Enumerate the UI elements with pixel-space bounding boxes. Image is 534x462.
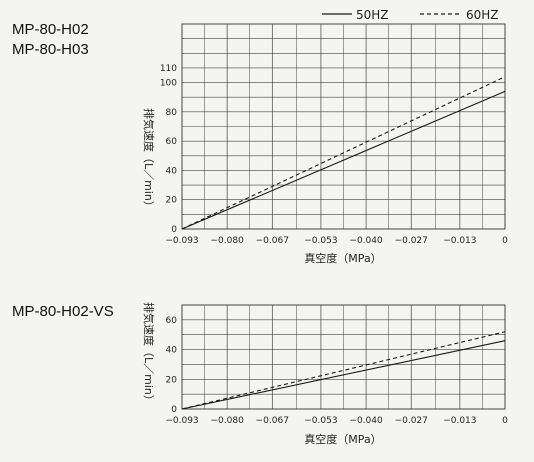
x-tick-label: −0.053 (304, 416, 337, 426)
x-tick-label: −0.080 (210, 416, 244, 426)
y-tick-label: 60 (166, 137, 178, 147)
y-tick-label: 80 (166, 108, 178, 118)
y-tick-label: 100 (160, 79, 177, 89)
chart-2-y-axis-label: 排気速度（L／min） (142, 302, 156, 406)
x-tick-label: −0.013 (443, 416, 476, 426)
chart-1: MP-80-H02 MP-80-H03 0 20 40 60 80 100 110 −0.0… (12, 21, 508, 265)
legend: 50HZ 60HZ (322, 8, 499, 22)
x-tick-label: −0.093 (165, 236, 198, 246)
y-tick-label: 20 (166, 196, 178, 206)
chart-2-y-ticks: 0 20 40 60 (166, 316, 178, 415)
x-tick-label: −0.027 (395, 416, 428, 426)
series-line-60hz (181, 76, 506, 230)
chart-1-grid (181, 23, 506, 230)
x-tick-label: 0 (502, 416, 508, 426)
y-tick-label: 60 (166, 316, 178, 326)
x-tick-label: −0.067 (256, 236, 289, 246)
y-tick-label: 0 (171, 225, 177, 235)
x-tick-label: −0.053 (304, 236, 337, 246)
series-line-50hz (181, 340, 506, 410)
y-tick-label: 0 (171, 405, 177, 415)
series-line-60hz (181, 331, 506, 410)
y-tick-label: 20 (166, 375, 178, 385)
chart-2-series (181, 331, 506, 410)
chart-2-model: MP-80-H02-VS (12, 303, 114, 320)
chart-1-y-ticks: 0 20 40 60 80 100 110 (160, 64, 177, 235)
chart-1-model-2: MP-80-H03 (12, 41, 89, 58)
y-tick-label: 40 (166, 346, 178, 356)
x-tick-label: 0 (502, 236, 508, 246)
x-tick-label: −0.013 (443, 236, 476, 246)
x-tick-label: −0.080 (210, 236, 244, 246)
chart-1-series (181, 76, 506, 230)
x-tick-label: −0.040 (349, 236, 383, 246)
legend-label-50hz: 50HZ (356, 8, 389, 22)
x-tick-label: −0.040 (349, 416, 383, 426)
x-tick-label: −0.067 (256, 416, 289, 426)
y-tick-label: 110 (160, 64, 177, 74)
chart-1-x-axis-label: 真空度（MPa） (304, 251, 381, 265)
chart-2-grid (181, 304, 506, 410)
legend-label-60hz: 60HZ (466, 8, 499, 22)
chart-2-x-ticks: −0.093 −0.080 −0.067 −0.053 −0.040 −0.027 −0.0… (165, 416, 508, 426)
y-tick-label: 40 (166, 166, 178, 176)
chart-2-x-axis-label: 真空度（MPa） (304, 432, 381, 446)
chart-1-model-1: MP-80-H02 (12, 21, 89, 38)
series-line-50hz (181, 90, 506, 230)
chart-1-x-ticks: −0.093 −0.080 −0.067 −0.053 −0.040 −0.027 −0.0… (165, 236, 508, 246)
chart-1-y-axis-label: 排気速度（L／min） (142, 108, 156, 212)
x-tick-label: −0.027 (395, 236, 428, 246)
x-tick-label: −0.093 (165, 416, 198, 426)
